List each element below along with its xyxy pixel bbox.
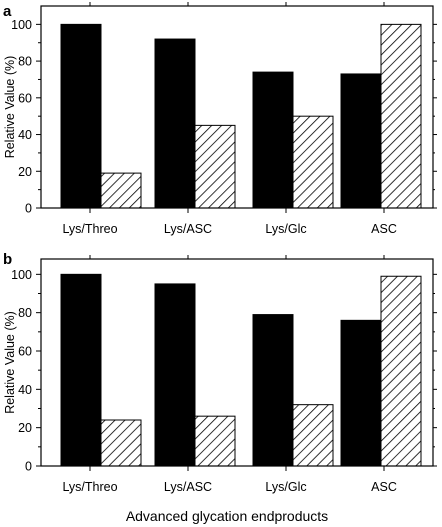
category-label: Lys/Glc	[265, 222, 306, 236]
bar-hatched	[380, 23, 422, 209]
category-label: ASC	[371, 222, 397, 236]
y-tick-label: 40	[18, 383, 32, 397]
panel-letter: b	[3, 251, 12, 268]
bar-hatched	[100, 172, 142, 209]
category-label: Lys/Threo	[62, 222, 117, 236]
y-tick-label: 0	[25, 202, 32, 216]
bar-hatched	[194, 415, 236, 467]
x-axis-label: Advanced glycation endproducts	[126, 508, 328, 524]
y-tick-label: 20	[18, 165, 32, 179]
bar-solid	[252, 314, 294, 467]
category-label: ASC	[371, 480, 397, 494]
y-tick-label: 60	[18, 345, 32, 359]
y-axis-label: Relative Value (%)	[3, 311, 17, 414]
y-tick-label: 80	[18, 306, 32, 320]
category-label: Lys/Glc	[265, 480, 306, 494]
y-tick-label: 100	[11, 18, 32, 32]
y-tick-label: 20	[18, 421, 32, 435]
bar-solid	[252, 71, 294, 209]
bar-hatched	[292, 115, 334, 209]
panel-letter: a	[3, 3, 12, 20]
chart-panel-a: a Lys/Threo Lys/ASC Lys/Glc ASC 0 20 40 60 80 100 R…	[3, 2, 437, 236]
bar-hatched	[292, 404, 334, 467]
bar-solid	[154, 38, 196, 209]
plot-frame	[40, 258, 434, 467]
category-label: Lys/ASC	[164, 480, 212, 494]
category-label: Lys/ASC	[164, 222, 212, 236]
bar-solid	[60, 273, 102, 467]
bar-hatched	[100, 419, 142, 467]
bar-solid	[340, 319, 382, 467]
plot-frame	[40, 5, 434, 209]
panels: a Lys/Threo Lys/ASC Lys/Glc ASC 0 20 40 60 80 100 R…	[3, 2, 437, 494]
bar-hatched	[380, 275, 422, 467]
y-tick-label: 100	[11, 268, 32, 282]
category-label: Lys/Threo	[62, 480, 117, 494]
bar-solid	[60, 23, 102, 209]
y-axis-label: Relative Value (%)	[3, 56, 17, 159]
bar-solid	[340, 73, 382, 209]
y-tick-label: 60	[18, 91, 32, 105]
y-tick-label: 80	[18, 55, 32, 69]
y-tick-label: 40	[18, 128, 32, 142]
bar-solid	[154, 283, 196, 467]
bar-hatched	[194, 124, 236, 209]
y-tick-label: 0	[25, 460, 32, 474]
chart-panel-b: b Lys/Threo Lys/ASC Lys/Glc ASC 0 20 40 60 80 100 R…	[3, 251, 437, 494]
